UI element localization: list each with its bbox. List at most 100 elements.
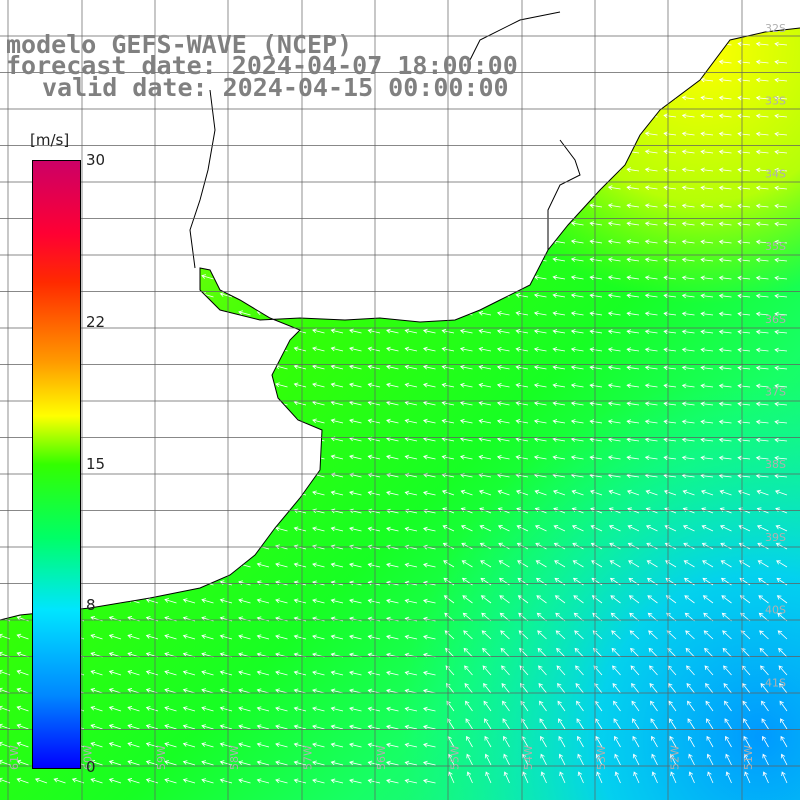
wind-arrow: [626, 95, 640, 101]
wind-arrow: [108, 724, 122, 730]
wind-arrow: [349, 598, 362, 604]
wind-arrow: [478, 400, 492, 406]
wind-arrow: [466, 753, 473, 766]
wind-arrow: [293, 274, 307, 280]
wind-arrow: [349, 112, 362, 118]
wind-arrow: [164, 130, 177, 136]
wind-arrow: [404, 598, 418, 604]
wind-arrow: [293, 742, 307, 748]
wind-arrow: [533, 311, 547, 316]
wind-arrow: [611, 647, 621, 658]
wind-arrow: [558, 735, 566, 748]
wind-arrow: [164, 220, 177, 226]
wind-arrow: [164, 598, 177, 604]
wind-arrow: [496, 292, 510, 298]
map-title-model: modelo GEFS-WAVE (NCEP): [6, 30, 353, 59]
wind-arrow: [552, 365, 566, 370]
wind-arrow: [0, 471, 11, 478]
wind-arrow: [589, 149, 603, 154]
wind-arrow: [496, 238, 510, 244]
wind-arrow: [570, 203, 584, 208]
wind-arrow: [367, 634, 381, 640]
wind-arrow: [552, 257, 566, 262]
wind-arrow: [275, 418, 288, 424]
wind-arrow: [681, 59, 695, 65]
wind-arrow: [496, 220, 510, 226]
wind-arrow: [182, 724, 196, 730]
wind-arrow: [648, 647, 658, 658]
wind-arrow: [256, 292, 270, 298]
wind-arrow: [182, 166, 196, 172]
wind-arrow: [681, 149, 695, 155]
wind-arrow: [496, 364, 510, 370]
river-border: [189, 11, 581, 269]
wind-arrow: [108, 778, 122, 784]
wind-arrow: [293, 292, 307, 298]
wind-arrow: [682, 525, 695, 532]
wind-arrow: [293, 148, 307, 154]
wind-arrow: [16, 381, 29, 388]
wind-arrow: [632, 718, 640, 730]
wind-arrow: [466, 735, 473, 748]
wind-arrow: [90, 111, 103, 118]
wind-arrow: [570, 113, 584, 118]
wind-arrow: [108, 490, 122, 496]
wind-arrow: [16, 759, 29, 766]
wind-arrow: [386, 238, 399, 244]
wind-arrow: [349, 454, 362, 460]
wind-arrow: [720, 560, 732, 568]
wind-arrow: [644, 203, 658, 209]
wind-arrow: [718, 455, 732, 461]
wind-arrow: [626, 185, 640, 191]
wind-arrow: [404, 274, 418, 280]
wind-arrow: [718, 311, 732, 317]
wind-arrow: [330, 364, 344, 370]
longitude-label: 52W: [669, 745, 682, 770]
wind-arrow: [663, 113, 677, 119]
wind-arrow: [275, 148, 288, 154]
wind-arrow: [330, 346, 344, 352]
wind-arrow: [145, 184, 159, 190]
wind-arrow: [502, 718, 510, 730]
wind-arrow: [681, 41, 695, 47]
wind-arrow: [757, 542, 769, 550]
wind-arrow: [219, 526, 233, 532]
wind-arrow: [484, 735, 492, 748]
wind-arrow: [705, 700, 714, 712]
wind-arrow: [349, 274, 362, 280]
wind-arrow: [219, 166, 233, 172]
wind-arrow: [537, 647, 547, 658]
wind-arrow: [737, 221, 751, 227]
wind-arrow: [0, 381, 11, 388]
wind-arrow: [16, 201, 29, 208]
wind-arrow: [668, 682, 677, 694]
wind-arrow: [330, 382, 344, 388]
wind-arrow: [737, 41, 751, 47]
wind-arrow: [718, 239, 732, 245]
wind-arrow: [647, 595, 658, 604]
wind-arrow: [423, 112, 436, 118]
wind-arrow: [386, 742, 399, 748]
wind-arrow: [516, 542, 529, 550]
wind-arrow: [663, 311, 677, 317]
wind-arrow: [386, 202, 399, 208]
wind-arrow: [256, 472, 270, 478]
wind-arrow: [737, 149, 751, 155]
wind-arrow: [164, 202, 177, 208]
wind-arrow: [238, 508, 251, 514]
wind-arrow: [256, 256, 270, 262]
wind-arrow: [626, 329, 640, 335]
wind-arrow: [349, 724, 362, 730]
wind-arrow: [737, 59, 751, 65]
wind-arrow: [478, 112, 492, 118]
latitude-label: 38S: [765, 458, 786, 471]
wind-arrow: [608, 489, 621, 496]
wind-arrow: [256, 490, 270, 496]
wind-arrow: [648, 630, 658, 640]
wind-arrow: [293, 310, 307, 316]
wind-arrow: [145, 598, 159, 604]
wind-arrow: [742, 682, 751, 694]
wind-arrow: [275, 634, 288, 640]
wind-arrow: [644, 455, 658, 461]
wind-arrow: [610, 595, 621, 604]
